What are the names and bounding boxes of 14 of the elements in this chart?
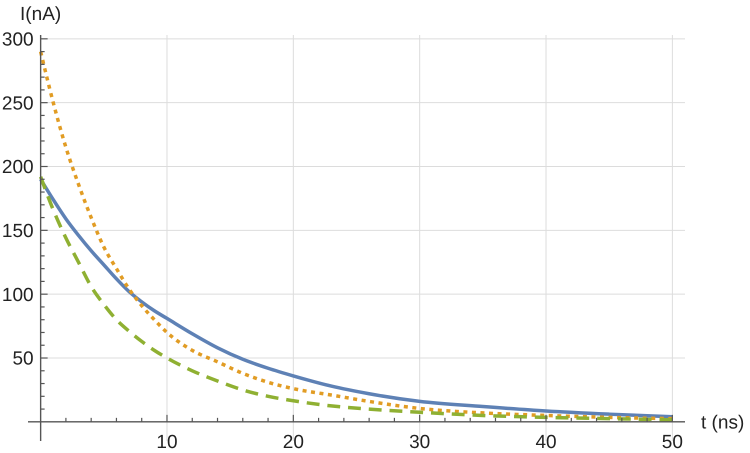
y-tick-label: 150 xyxy=(2,220,34,242)
line-series xyxy=(38,50,674,420)
y-axis-title: I(nA) xyxy=(20,4,62,25)
x-tick-label: 50 xyxy=(662,432,683,453)
x-tick-label: 30 xyxy=(409,432,430,453)
x-axis-title: t (ns) xyxy=(701,412,744,434)
y-tick-label: 50 xyxy=(12,348,34,370)
y-tick-label: 250 xyxy=(2,93,34,114)
y-tick-label: 300 xyxy=(2,29,34,50)
y-tick-label: 100 xyxy=(2,284,34,306)
x-tick-label: 20 xyxy=(282,432,304,453)
x-tick-label: 40 xyxy=(535,432,557,453)
y-tick-label: 200 xyxy=(2,157,34,178)
x-tick-label: 10 xyxy=(156,432,178,453)
